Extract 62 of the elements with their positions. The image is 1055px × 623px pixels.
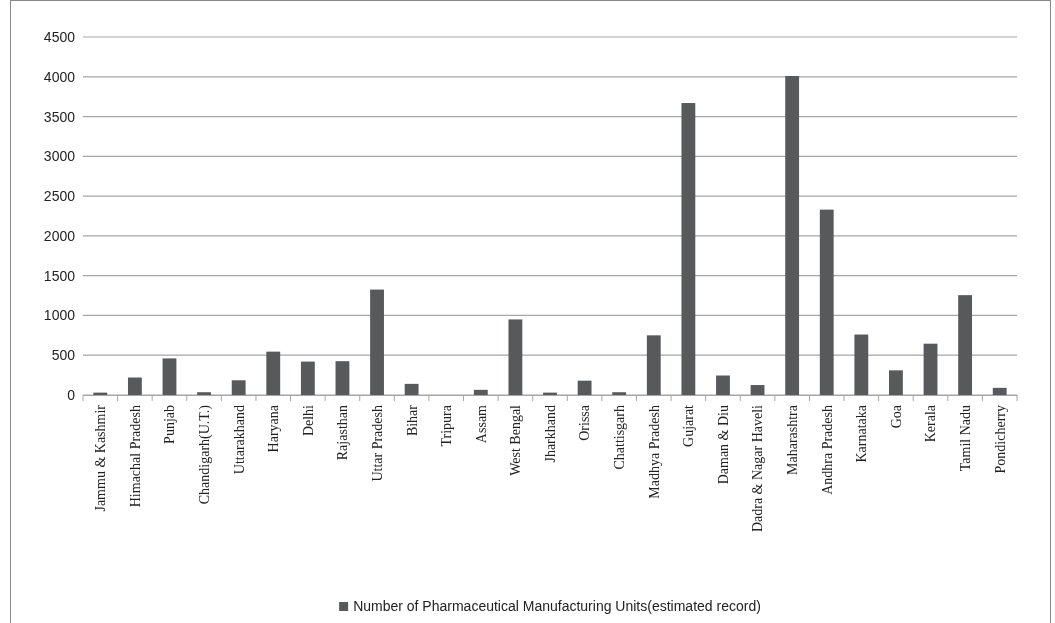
y-tick-label: 4500 <box>43 28 76 45</box>
x-tick-label: Chandigarh(U.T.) <box>196 404 213 505</box>
bar <box>785 75 800 395</box>
bar <box>577 380 592 395</box>
x-tick-label: Orissa <box>577 404 593 441</box>
y-tick-label: 3500 <box>43 108 76 125</box>
bar <box>612 392 627 395</box>
x-tick-label: Pondicherry <box>992 405 1008 474</box>
bar <box>819 209 834 395</box>
y-tick-label: 3000 <box>43 148 76 165</box>
bar <box>404 383 419 395</box>
x-tick-label: West Bengal <box>508 404 524 476</box>
y-tick-label: 2500 <box>43 188 76 205</box>
x-tick-label: Bihar <box>404 404 420 437</box>
x-tick-label: Gujarat <box>681 404 697 447</box>
y-tick-label: 4000 <box>43 68 76 85</box>
x-tick-label: Punjab <box>162 405 178 444</box>
bar <box>854 334 869 395</box>
y-tick-label: 2000 <box>43 227 76 244</box>
x-tick-label: Chattisgarh <box>612 405 628 470</box>
bar <box>473 389 488 395</box>
x-tick-label: Karnataka <box>854 404 870 463</box>
bar <box>162 358 177 395</box>
x-tick-label: Uttar Pradesh <box>369 405 385 482</box>
bar <box>681 103 696 395</box>
bar <box>335 361 350 395</box>
bar <box>266 351 281 395</box>
bar <box>231 380 246 395</box>
bar <box>889 370 903 395</box>
bar <box>750 385 765 395</box>
x-tick-label: Jharkhand <box>542 405 558 463</box>
x-tick-label: Madhya Pradesh <box>646 405 662 499</box>
x-tick-label: Daman & Diu <box>715 405 731 485</box>
bar <box>716 375 730 395</box>
bar <box>127 377 142 395</box>
y-tick-label: 1500 <box>43 267 76 284</box>
bar <box>992 387 1007 395</box>
x-tick-label: Tamil Nadu <box>958 405 974 472</box>
bar <box>197 392 211 395</box>
y-tick-label: 1000 <box>43 307 76 324</box>
x-tick-label: Himachal Pradesh <box>127 405 143 508</box>
bar <box>646 335 661 395</box>
bar <box>508 319 523 395</box>
x-tick-label: Andhra Pradesh <box>819 405 835 495</box>
x-tick-label: Tripura <box>439 404 455 447</box>
x-tick-label: Rajasthan <box>335 405 351 461</box>
x-tick-label: Dadra & Nagar Haveli <box>750 404 766 533</box>
x-tick-label: Uttarakhand <box>231 405 247 475</box>
x-tick-label: Kerala <box>923 404 939 443</box>
bar <box>370 289 384 395</box>
x-tick-label: Goa <box>888 404 904 429</box>
x-tick-label: Assam <box>473 404 489 444</box>
x-tick-label: Jammu & Kashmir <box>93 404 109 512</box>
y-tick-label: 500 <box>51 347 76 364</box>
x-tick-label: Maharashtra <box>785 404 801 475</box>
x-tick-label: Delhi <box>300 404 316 437</box>
bar <box>300 361 315 395</box>
x-tick-label: Haryana <box>266 404 282 453</box>
y-tick-label: 0 <box>67 386 76 403</box>
legend-label: Number of Pharmaceutical Manufacturing Units(estimated record) <box>353 598 761 614</box>
bar <box>923 343 938 395</box>
bar <box>958 295 973 395</box>
